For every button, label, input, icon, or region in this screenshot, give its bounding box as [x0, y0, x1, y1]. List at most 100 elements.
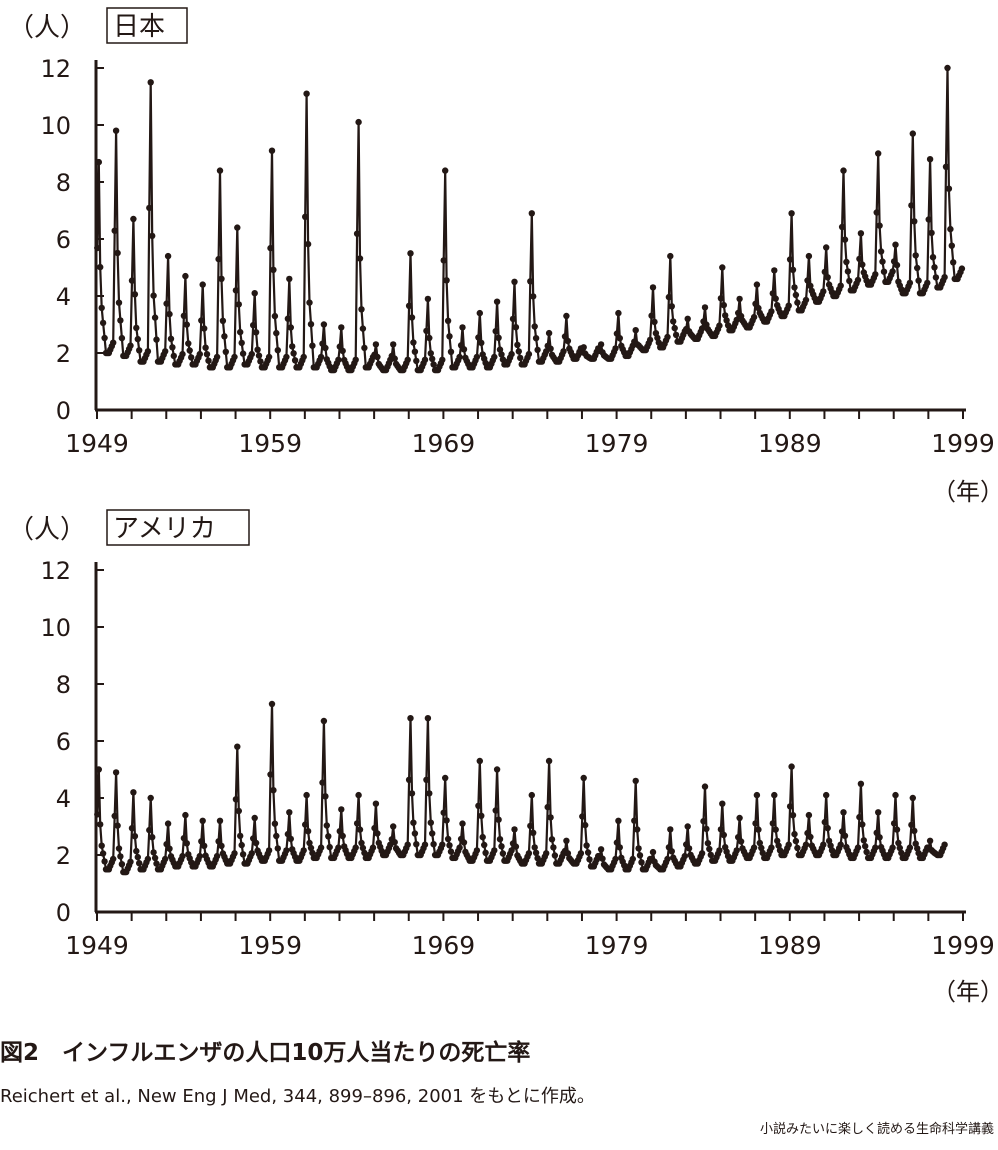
data-point	[531, 323, 538, 330]
data-point	[216, 167, 224, 174]
data-point	[772, 295, 779, 302]
data-point	[232, 287, 240, 294]
data-point	[251, 814, 258, 822]
x-tick-label: 1969	[412, 931, 476, 960]
data-point	[361, 344, 368, 352]
data-point	[950, 259, 957, 266]
data-point	[890, 820, 898, 827]
data-point	[303, 791, 310, 799]
data-point	[476, 757, 483, 765]
data-point	[101, 858, 108, 865]
data-point	[356, 255, 364, 262]
y-tick-label: 12	[40, 55, 71, 83]
data-point	[201, 325, 208, 332]
data-point	[493, 298, 501, 305]
data-point	[238, 339, 245, 347]
data-point	[237, 832, 244, 840]
y-tick-label: 0	[56, 397, 71, 425]
data-point	[151, 314, 159, 321]
japan-panel: （人） 日本 （年） 0 2 4 6 8 10 12 1949 1959 1969 1979 1989 199…	[8, 7, 998, 506]
data-point	[495, 334, 502, 341]
data-point	[498, 843, 505, 850]
data-point	[149, 834, 156, 841]
data-point	[359, 844, 367, 852]
data-point	[752, 820, 759, 827]
data-point	[823, 791, 830, 799]
data-point	[447, 348, 455, 355]
data-point	[840, 809, 847, 816]
data-point	[358, 306, 365, 313]
data-point	[580, 344, 587, 351]
data-point	[877, 248, 885, 255]
data-point	[352, 356, 359, 363]
data-point	[525, 850, 533, 857]
data-point	[512, 324, 520, 331]
data-point	[133, 324, 140, 332]
data-point	[703, 825, 710, 833]
data-point	[893, 826, 901, 833]
data-point	[254, 346, 261, 353]
data-point	[353, 230, 361, 237]
data-point	[789, 812, 797, 819]
data-point	[704, 840, 712, 847]
data-point	[769, 290, 776, 297]
data-point	[525, 350, 533, 358]
data-point	[235, 301, 242, 308]
data-point	[722, 312, 729, 319]
data-point	[307, 844, 315, 852]
x-tick-label: 1949	[65, 429, 129, 458]
data-point	[372, 800, 380, 807]
data-point	[719, 264, 726, 271]
data-point	[941, 841, 948, 848]
data-point	[820, 288, 827, 295]
data-point	[97, 821, 104, 828]
data-point	[284, 830, 292, 838]
data-point	[511, 826, 518, 833]
data-point	[716, 847, 723, 854]
data-point	[265, 847, 273, 854]
data-point	[478, 339, 485, 347]
data-point	[221, 333, 228, 340]
data-point	[768, 844, 775, 851]
data-point	[723, 317, 730, 324]
data-point	[597, 846, 605, 853]
data-point	[289, 343, 296, 350]
data-point	[821, 268, 828, 276]
data-point	[498, 351, 505, 358]
x-tick-label: 1959	[238, 429, 302, 458]
data-point	[563, 312, 570, 320]
data-point	[759, 849, 766, 857]
data-point	[846, 277, 853, 285]
data-point	[771, 267, 778, 274]
data-point	[326, 843, 333, 851]
data-point	[823, 244, 830, 251]
data-point	[250, 322, 257, 329]
data-point	[163, 300, 170, 307]
data-point	[698, 325, 706, 332]
data-point	[287, 324, 294, 331]
data-point	[895, 839, 902, 847]
data-point	[117, 317, 124, 324]
data-point	[794, 299, 801, 306]
data-point	[941, 274, 948, 281]
y-tick-label: 8	[56, 169, 71, 197]
data-point	[114, 822, 121, 829]
country-label: 日本	[113, 12, 165, 42]
data-point	[482, 849, 489, 856]
data-point	[785, 302, 792, 309]
data-point	[733, 847, 740, 854]
data-point	[771, 791, 778, 799]
data-point	[889, 268, 896, 275]
data-point	[286, 275, 293, 283]
x-tick-label: 1989	[758, 931, 822, 960]
data-point	[355, 791, 362, 799]
data-point	[755, 826, 762, 833]
data-point	[928, 229, 935, 237]
data-point	[720, 831, 727, 839]
data-point	[198, 317, 205, 324]
data-point	[427, 819, 434, 826]
data-point	[201, 842, 208, 850]
data-point	[577, 850, 585, 857]
data-point	[284, 315, 292, 322]
data-point	[180, 312, 188, 319]
